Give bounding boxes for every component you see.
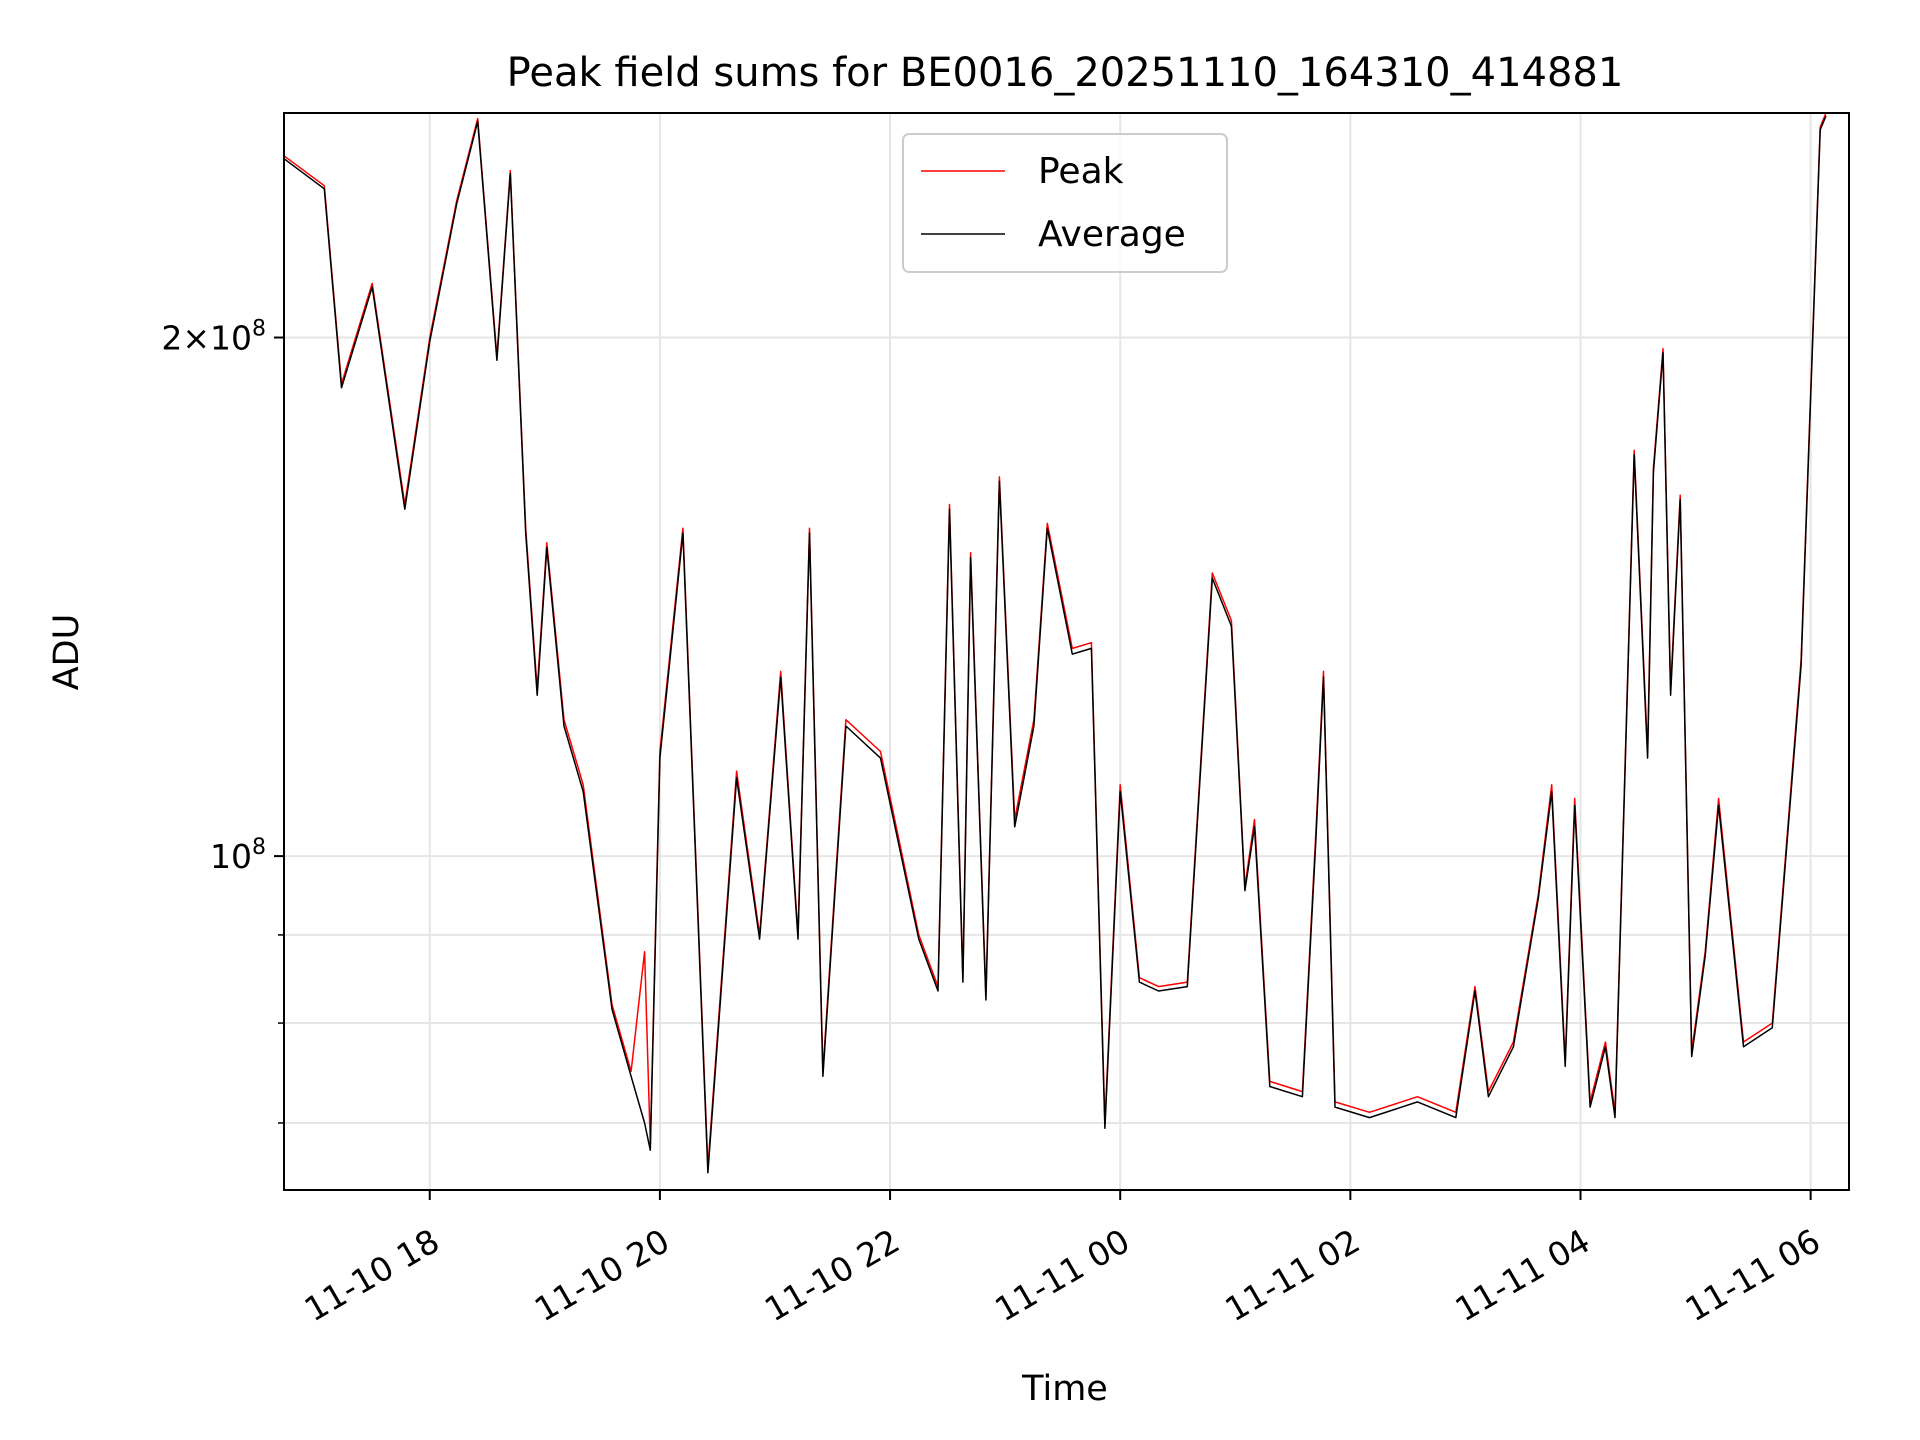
y-tick-label-0: 2×108	[161, 317, 266, 358]
legend-label-peak: Peak	[1038, 151, 1124, 192]
y-axis-label: ADU	[47, 614, 87, 691]
plot-frame	[283, 112, 1850, 1191]
legend-label-average: Average	[1038, 214, 1186, 255]
x-axis-label: Time	[1021, 1369, 1108, 1409]
chart-title: Peak field sums for BE0016_20251110_1643…	[507, 50, 1624, 96]
series-line-average	[284, 115, 1827, 1174]
x-tick-label-5: 11-11 04	[1448, 1221, 1596, 1329]
y-tick-label-1: 108	[210, 835, 266, 876]
x-tick-label-2: 11-10 22	[758, 1221, 906, 1329]
series-layer	[284, 113, 1827, 1174]
legend-box	[902, 133, 1228, 273]
x-tick-label-6: 11-11 06	[1679, 1221, 1827, 1329]
gridlines	[284, 113, 1849, 1190]
x-axis-ticks: 11-10 18 11-10 20 11-10 22 11-11 00 11-11 02…	[298, 1190, 1827, 1329]
y-axis-ticks: 2×108 108	[161, 317, 284, 1124]
x-tick-label-3: 11-11 00	[988, 1221, 1136, 1329]
x-tick-label-0: 11-10 18	[298, 1221, 446, 1329]
legend: Peak Average	[902, 133, 1228, 273]
x-tick-label-1: 11-10 20	[528, 1221, 676, 1329]
x-tick-label-4: 11-11 02	[1218, 1221, 1366, 1329]
